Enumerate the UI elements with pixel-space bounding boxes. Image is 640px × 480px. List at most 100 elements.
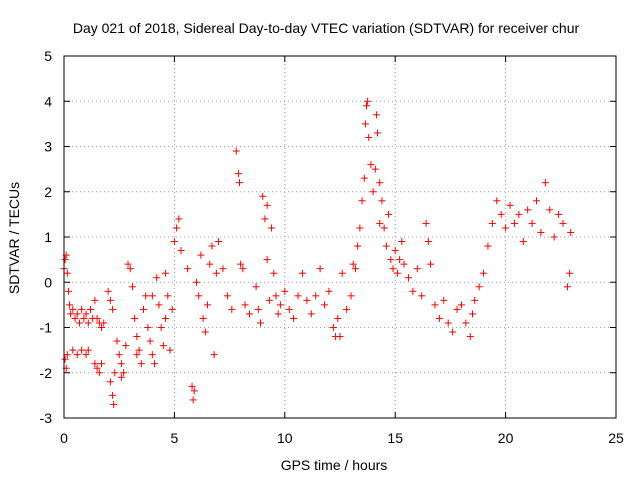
- data-point: [457, 301, 465, 309]
- x-tick-label: 0: [60, 430, 68, 446]
- data-point: [223, 292, 231, 300]
- data-point: [78, 305, 86, 313]
- data-point: [524, 206, 532, 214]
- data-point: [162, 314, 170, 322]
- data-point: [362, 102, 370, 110]
- data-point: [510, 219, 518, 227]
- data-point: [285, 305, 293, 313]
- x-tick-label: 20: [498, 430, 514, 446]
- data-point: [67, 310, 75, 318]
- data-point: [122, 342, 130, 350]
- x-tick-label: 25: [608, 430, 624, 446]
- data-point: [374, 129, 382, 137]
- data-point: [356, 224, 364, 232]
- data-point: [184, 265, 192, 273]
- data-point: [168, 305, 176, 313]
- data-point: [148, 351, 156, 359]
- data-point: [117, 360, 125, 368]
- data-point: [133, 333, 141, 341]
- data-point: [396, 256, 404, 264]
- data-point: [159, 342, 167, 350]
- data-point: [228, 305, 236, 313]
- data-point: [349, 260, 357, 268]
- data-point: [195, 292, 203, 300]
- data-point: [100, 319, 108, 327]
- data-point: [215, 238, 223, 246]
- data-point: [137, 360, 145, 368]
- data-point: [537, 228, 545, 236]
- data-point: [164, 292, 172, 300]
- data-point: [303, 296, 311, 304]
- data-point: [519, 238, 527, 246]
- data-point: [316, 265, 324, 273]
- y-tick-labels: -3 -2 -1 0 1 2 3 4 5: [40, 48, 53, 426]
- data-point: [343, 305, 351, 313]
- data-point: [197, 251, 205, 259]
- data-point: [86, 305, 94, 313]
- data-point: [404, 274, 412, 282]
- data-point: [321, 301, 329, 309]
- x-tick-label: 15: [387, 430, 403, 446]
- data-point: [139, 305, 147, 313]
- data-point: [219, 265, 227, 273]
- data-point: [515, 210, 523, 218]
- data-point: [431, 301, 439, 309]
- data-point: [360, 174, 368, 182]
- data-point: [106, 378, 114, 386]
- data-point: [64, 287, 72, 295]
- data-point: [93, 314, 101, 322]
- data-point: [135, 346, 143, 354]
- data-point: [444, 319, 452, 327]
- data-point: [237, 260, 245, 268]
- data-point: [385, 210, 393, 218]
- y-tick-label: -2: [40, 365, 53, 381]
- data-point: [378, 197, 386, 205]
- data-point: [73, 310, 81, 318]
- data-point: [84, 319, 92, 327]
- data-point: [369, 188, 377, 196]
- data-point: [546, 206, 554, 214]
- data-point: [567, 228, 575, 236]
- data-point: [265, 296, 273, 304]
- data-point: [128, 283, 136, 291]
- y-tick-label: 3: [44, 139, 52, 155]
- data-point: [468, 310, 476, 318]
- data-point: [204, 301, 212, 309]
- data-point: [371, 165, 379, 173]
- data-point: [566, 269, 574, 277]
- data-point: [261, 215, 269, 223]
- data-point: [380, 224, 388, 232]
- data-point: [63, 351, 71, 359]
- data-point: [466, 333, 474, 341]
- data-point: [364, 97, 372, 105]
- data-point: [276, 301, 284, 309]
- data-point: [254, 305, 262, 313]
- data-point: [117, 373, 125, 381]
- data-point: [166, 346, 174, 354]
- data-point: [440, 296, 448, 304]
- data-point: [146, 337, 154, 345]
- data-point: [155, 301, 163, 309]
- data-point: [80, 314, 88, 322]
- data-point: [252, 283, 260, 291]
- data-point: [66, 301, 74, 309]
- data-point: [212, 269, 220, 277]
- data-point: [354, 242, 362, 250]
- data-point: [78, 346, 86, 354]
- data-point: [263, 256, 271, 264]
- data-point: [73, 351, 81, 359]
- data-point: [351, 265, 359, 273]
- data-point: [480, 269, 488, 277]
- data-point: [106, 296, 114, 304]
- data-point: [201, 328, 209, 336]
- data-point: [153, 274, 161, 282]
- data-point: [192, 278, 200, 286]
- data-point: [151, 360, 159, 368]
- y-tick-label: 0: [44, 274, 52, 290]
- data-point: [98, 360, 106, 368]
- data-point: [382, 242, 390, 250]
- data-point: [372, 111, 380, 119]
- data-point: [427, 260, 435, 268]
- data-point: [84, 346, 92, 354]
